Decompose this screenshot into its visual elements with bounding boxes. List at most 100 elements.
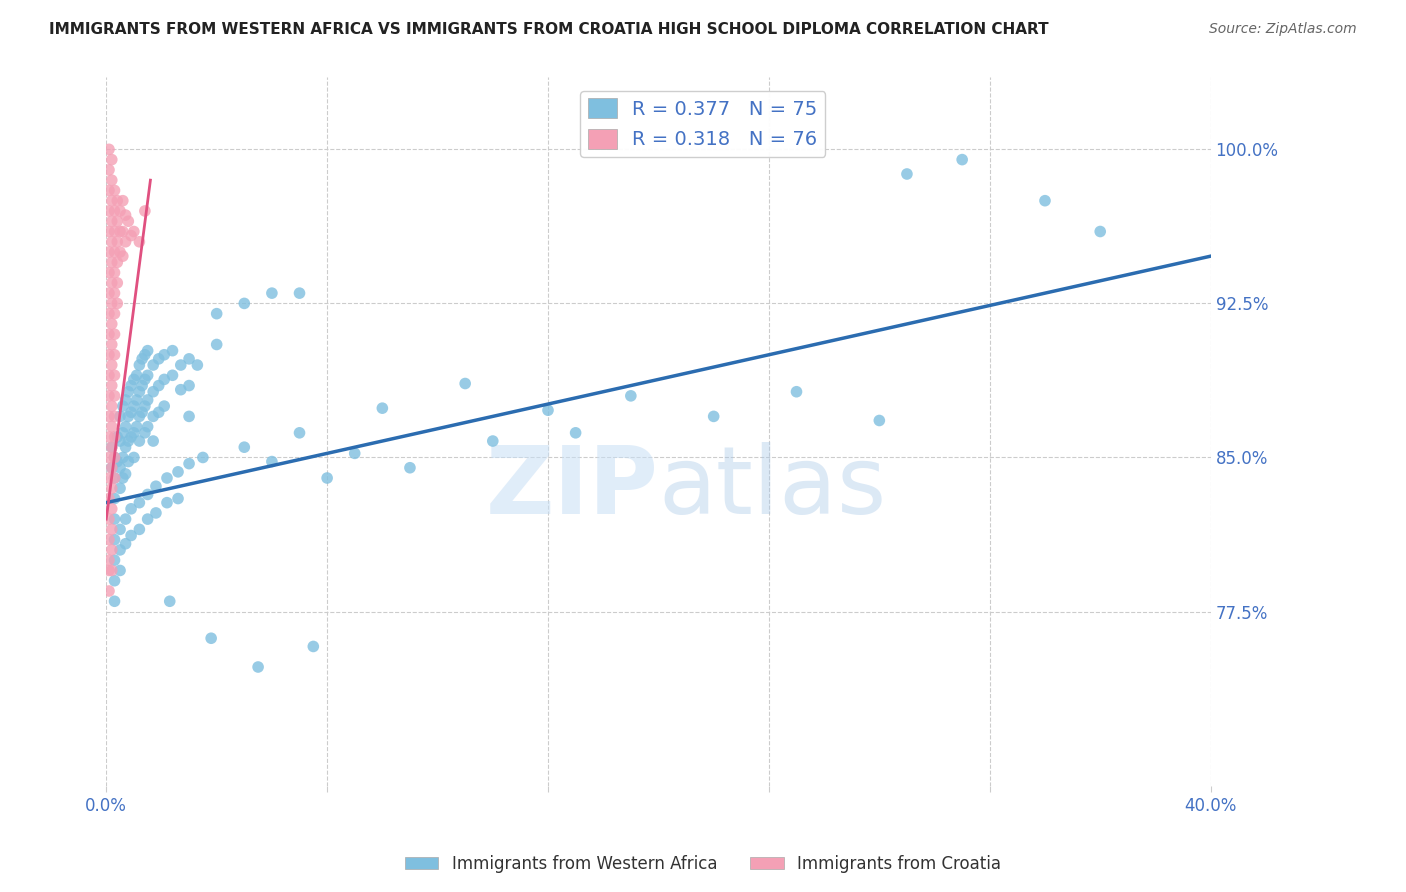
Point: [136, 343, 159, 358]
Point: [98, 307, 121, 321]
Point: [98, 389, 121, 403]
Point: [134, 399, 156, 413]
Point: [103, 471, 125, 485]
Point: [100, 564, 122, 578]
Point: [148, 405, 170, 419]
Point: [122, 225, 145, 239]
Point: [142, 384, 165, 399]
Point: [117, 409, 139, 424]
Point: [108, 522, 131, 536]
Point: [247, 660, 270, 674]
Point: [454, 376, 477, 391]
Point: [134, 204, 156, 219]
Text: ZIP: ZIP: [485, 442, 658, 534]
Point: [131, 351, 153, 366]
Point: [142, 409, 165, 424]
Point: [98, 533, 121, 547]
Point: [114, 537, 136, 551]
Text: IMMIGRANTS FROM WESTERN AFRICA VS IMMIGRANTS FROM CROATIA HIGH SCHOOL DIPLOMA CO: IMMIGRANTS FROM WESTERN AFRICA VS IMMIGR…: [49, 22, 1049, 37]
Point: [103, 266, 125, 280]
Point: [177, 378, 200, 392]
Point: [205, 337, 228, 351]
Point: [142, 434, 165, 448]
Point: [117, 384, 139, 399]
Point: [136, 512, 159, 526]
Point: [105, 194, 128, 208]
Point: [167, 465, 190, 479]
Point: [128, 522, 150, 536]
Point: [103, 409, 125, 424]
Point: [98, 564, 121, 578]
Point: [128, 496, 150, 510]
Point: [114, 208, 136, 222]
Point: [620, 389, 643, 403]
Point: [103, 245, 125, 260]
Point: [98, 183, 121, 197]
Point: [120, 528, 142, 542]
Point: [399, 460, 422, 475]
Point: [177, 409, 200, 424]
Point: [103, 204, 125, 219]
Point: [105, 276, 128, 290]
Point: [343, 446, 366, 460]
Point: [105, 214, 128, 228]
Point: [142, 358, 165, 372]
Point: [868, 413, 890, 427]
Point: [120, 405, 142, 419]
Point: [103, 491, 125, 506]
Point: [103, 225, 125, 239]
Point: [98, 430, 121, 444]
Legend: Immigrants from Western Africa, Immigrants from Croatia: Immigrants from Western Africa, Immigran…: [398, 848, 1008, 880]
Point: [186, 358, 208, 372]
Point: [103, 348, 125, 362]
Point: [111, 425, 134, 440]
Point: [105, 255, 128, 269]
Text: atlas: atlas: [658, 442, 887, 534]
Point: [170, 383, 193, 397]
Point: [100, 153, 122, 167]
Point: [122, 372, 145, 386]
Point: [125, 368, 148, 383]
Point: [100, 317, 122, 331]
Point: [100, 358, 122, 372]
Point: [103, 286, 125, 301]
Point: [114, 419, 136, 434]
Point: [114, 392, 136, 407]
Point: [98, 327, 121, 342]
Point: [177, 457, 200, 471]
Point: [114, 440, 136, 454]
Point: [159, 594, 181, 608]
Point: [111, 194, 134, 208]
Point: [103, 450, 125, 465]
Point: [288, 425, 311, 440]
Point: [100, 501, 122, 516]
Point: [120, 501, 142, 516]
Point: [103, 327, 125, 342]
Legend: R = 0.377   N = 75, R = 0.318   N = 76: R = 0.377 N = 75, R = 0.318 N = 76: [579, 91, 825, 157]
Point: [100, 214, 122, 228]
Point: [103, 307, 125, 321]
Point: [122, 399, 145, 413]
Point: [114, 512, 136, 526]
Point: [105, 235, 128, 249]
Point: [260, 286, 283, 301]
Point: [950, 153, 973, 167]
Point: [302, 640, 325, 654]
Point: [117, 434, 139, 448]
Point: [125, 419, 148, 434]
Point: [105, 454, 128, 468]
Point: [125, 392, 148, 407]
Point: [100, 460, 122, 475]
Point: [98, 553, 121, 567]
Point: [167, 491, 190, 506]
Point: [100, 296, 122, 310]
Point: [100, 255, 122, 269]
Point: [205, 307, 228, 321]
Point: [100, 440, 122, 454]
Point: [103, 389, 125, 403]
Point: [114, 467, 136, 481]
Point: [153, 372, 176, 386]
Point: [98, 368, 121, 383]
Point: [100, 173, 122, 187]
Point: [131, 405, 153, 419]
